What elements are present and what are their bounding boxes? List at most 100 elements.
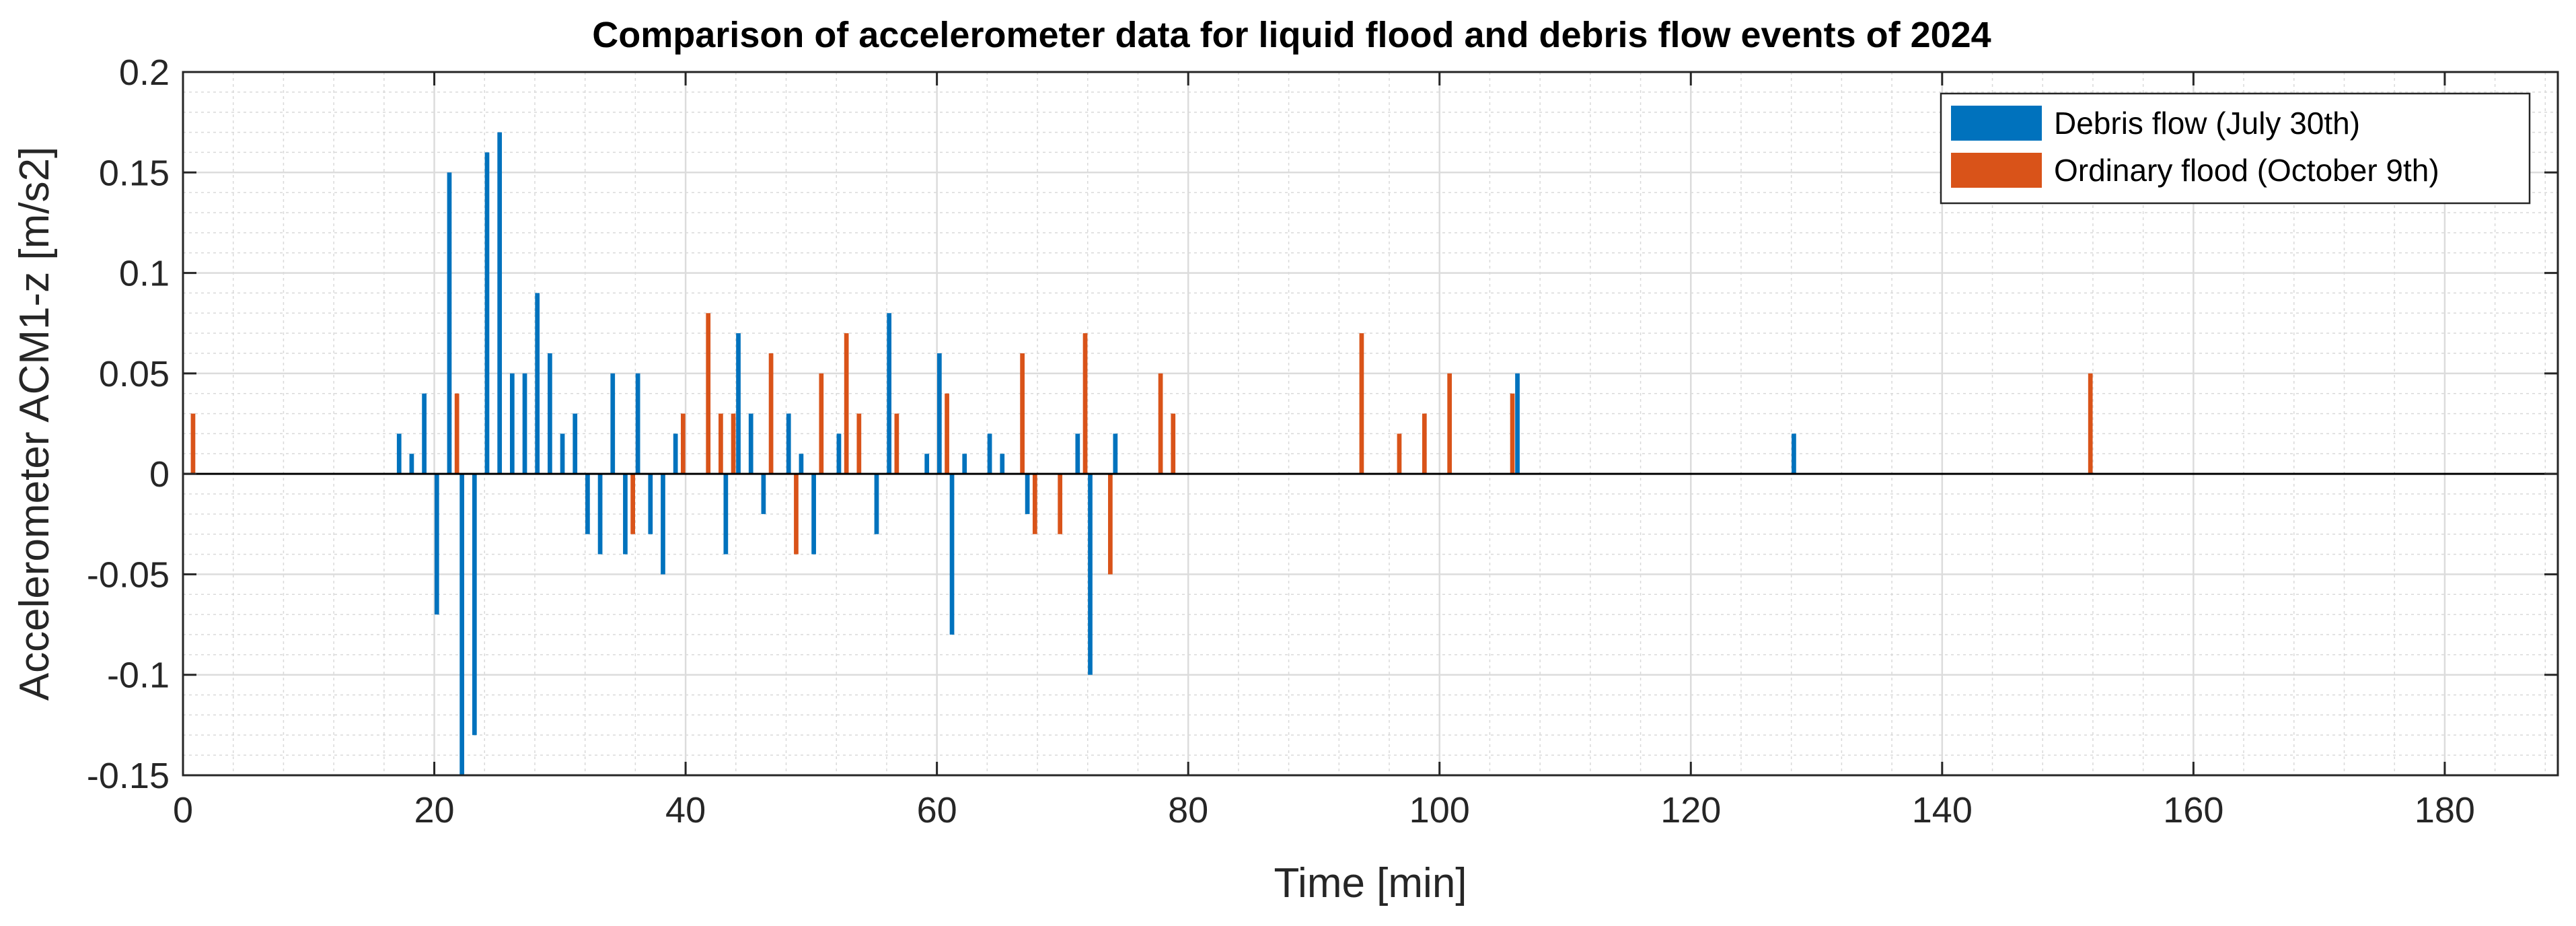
bar-debris-flow: [522, 373, 527, 474]
bar-ordinary-flood: [731, 413, 736, 474]
bar-debris-flow: [635, 373, 640, 474]
bar-debris-flow: [548, 353, 552, 474]
x-tick-label: 140: [1912, 790, 1973, 830]
bar-debris-flow: [648, 474, 653, 534]
x-tick-label: 100: [1409, 790, 1470, 830]
bar-ordinary-flood: [1447, 373, 1452, 474]
bar-debris-flow: [585, 474, 590, 534]
axis-ticks: [182, 71, 2558, 777]
bar-debris-flow: [874, 474, 879, 534]
x-tick-label: 120: [1660, 790, 1721, 830]
bar-ordinary-flood: [1397, 433, 1402, 474]
bar-debris-flow: [396, 433, 402, 474]
bar-debris-flow: [949, 474, 955, 635]
y-axis-label: Accelerometer ACM1-z [m/s2]: [11, 147, 58, 701]
bar-debris-flow: [447, 172, 452, 474]
legend-label: Ordinary flood (October 9th): [2054, 153, 2439, 188]
bar-ordinary-flood: [844, 333, 849, 474]
bar-ordinary-flood: [1158, 373, 1163, 474]
bar-ordinary-flood: [1082, 333, 1088, 474]
bar-debris-flow: [1515, 373, 1520, 474]
bar-ordinary-flood: [945, 393, 949, 474]
bar-debris-flow: [786, 413, 791, 474]
bar-ordinary-flood: [894, 413, 899, 474]
x-axis-label: Time [min]: [1274, 860, 1467, 906]
bar-ordinary-flood: [2088, 373, 2093, 474]
chart-title: Comparison of accelerometer data for liq…: [592, 15, 1991, 55]
bar-debris-flow: [497, 132, 503, 474]
bar-debris-flow: [1025, 474, 1030, 514]
bar-debris-flow: [748, 413, 753, 474]
x-tick-label: 60: [917, 790, 957, 830]
bar-debris-flow: [799, 454, 804, 474]
bar-ordinary-flood: [719, 413, 723, 474]
y-tick-label: 0.2: [119, 52, 170, 93]
bar-debris-flow: [509, 373, 515, 474]
legend: Debris flow (July 30th) Ordinary flood (O…: [1940, 92, 2531, 205]
bar-ordinary-flood: [856, 413, 862, 474]
bar-debris-flow: [723, 474, 729, 555]
legend-swatch: [1951, 106, 2042, 141]
bar-debris-flow: [1792, 433, 1796, 474]
bar-ordinary-flood: [680, 413, 686, 474]
bar-debris-flow: [459, 474, 464, 775]
bar-debris-flow: [409, 454, 414, 474]
bar-ordinary-flood: [1422, 413, 1427, 474]
x-tick-label: 0: [173, 790, 193, 830]
bar-debris-flow: [1088, 474, 1093, 675]
bar-debris-flow: [422, 393, 427, 474]
bar-ordinary-flood: [1032, 474, 1037, 534]
bar-debris-flow: [597, 474, 603, 555]
y-tick-label: -0.1: [107, 655, 170, 696]
y-tick-label: 0.15: [99, 153, 170, 193]
bar-debris-flow: [836, 433, 842, 474]
bar-debris-flow: [987, 433, 992, 474]
bar-debris-flow: [434, 474, 439, 615]
bar-debris-flow: [484, 152, 490, 474]
bar-debris-flow: [560, 433, 565, 474]
y-tick-label: -0.05: [87, 555, 170, 595]
bar-debris-flow: [937, 353, 942, 474]
bar-ordinary-flood: [768, 353, 774, 474]
bar-ordinary-flood: [1510, 393, 1515, 474]
y-tick-label: 0: [149, 454, 170, 495]
x-tick-labels: 0 20 40 60 80 100 120 140 160 180: [173, 790, 2475, 830]
bar-debris-flow: [736, 333, 741, 474]
bar-debris-flow: [623, 474, 628, 555]
legend-label: Debris flow (July 30th): [2054, 106, 2360, 141]
bar-ordinary-flood: [190, 413, 196, 474]
bar-debris-flow: [1075, 433, 1080, 474]
bar-ordinary-flood: [1359, 333, 1364, 474]
x-tick-label: 180: [2415, 790, 2475, 830]
bar-debris-flow: [535, 293, 540, 474]
bar-ordinary-flood: [794, 474, 799, 555]
bar-debris-flow: [610, 373, 616, 474]
bar-debris-flow: [1113, 433, 1118, 474]
minor-grid: [183, 72, 2558, 775]
bar-debris-flow: [573, 413, 578, 474]
bar-ordinary-flood: [1058, 474, 1063, 534]
bar-debris-flow: [661, 474, 665, 575]
bar-debris-flow: [887, 313, 892, 474]
bar-debris-flow: [924, 454, 930, 474]
bar-debris-flow: [761, 474, 766, 514]
bar-ordinary-flood: [1108, 474, 1113, 575]
bar-debris-flow: [472, 474, 477, 736]
bar-debris-flow: [811, 474, 816, 555]
x-tick-label: 160: [2163, 790, 2223, 830]
y-tick-label: 0.1: [119, 254, 170, 294]
x-tick-label: 40: [665, 790, 706, 830]
y-tick-label: -0.15: [87, 756, 170, 796]
bar-ordinary-flood: [630, 474, 636, 534]
y-tick-label: 0.05: [99, 354, 170, 394]
legend-swatch: [1951, 153, 2042, 188]
bar-debris-flow: [962, 454, 967, 474]
bars-layer: [190, 132, 2093, 775]
bar-debris-flow: [673, 433, 678, 474]
bar-ordinary-flood: [454, 393, 459, 474]
x-tick-label: 20: [414, 790, 455, 830]
bar-ordinary-flood: [819, 373, 824, 474]
bar-ordinary-flood: [1020, 353, 1025, 474]
